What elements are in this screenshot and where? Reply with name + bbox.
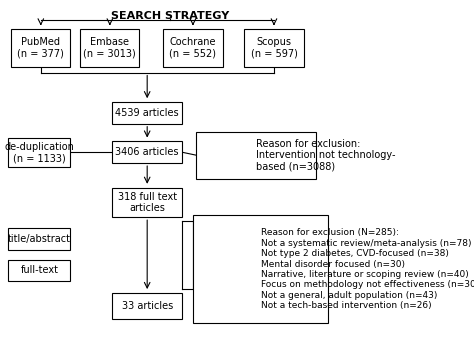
Bar [9, 137, 71, 167]
Text: SEARCH STRATEGY: SEARCH STRATEGY [110, 11, 229, 21]
Bar [197, 132, 316, 179]
Bar [9, 260, 71, 281]
Bar [112, 293, 182, 318]
Text: 3406 articles: 3406 articles [116, 147, 179, 157]
Bar [245, 29, 303, 67]
Text: title/abstract: title/abstract [8, 234, 71, 244]
Text: de-duplication
(n = 1133): de-duplication (n = 1133) [4, 142, 74, 163]
Text: PubMed
(n = 377): PubMed (n = 377) [18, 37, 64, 59]
Text: 4539 articles: 4539 articles [115, 108, 179, 118]
Text: 33 articles: 33 articles [121, 301, 173, 311]
Bar [193, 215, 328, 324]
Bar [80, 29, 139, 67]
Bar [112, 188, 182, 217]
Text: Reason for exclusion:
Intervention not technology-
based (n=3088): Reason for exclusion: Intervention not t… [256, 139, 396, 172]
Text: full-text: full-text [20, 265, 58, 275]
Text: Scopus
(n = 597): Scopus (n = 597) [251, 37, 297, 59]
Text: 318 full text
articles: 318 full text articles [118, 192, 177, 213]
Bar [11, 29, 71, 67]
Bar [9, 228, 71, 250]
Bar [164, 29, 223, 67]
Text: Reason for exclusion (N=285):
Not a systematic review/meta-analysis (n=78)
Not t: Reason for exclusion (N=285): Not a syst… [261, 228, 474, 310]
Text: Cochrane
(n = 552): Cochrane (n = 552) [170, 37, 217, 59]
Bar [112, 142, 182, 163]
Text: Embase
(n = 3013): Embase (n = 3013) [83, 37, 136, 59]
Bar [112, 102, 182, 124]
